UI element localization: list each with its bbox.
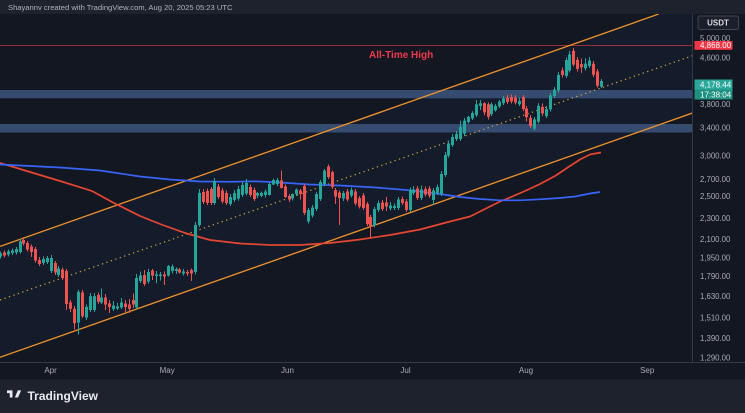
svg-text:1,510.00: 1,510.00 xyxy=(700,314,731,323)
svg-text:1,630.00: 1,630.00 xyxy=(700,292,731,301)
svg-text:2,700.00: 2,700.00 xyxy=(700,175,731,184)
svg-text:1,950.00: 1,950.00 xyxy=(700,254,731,263)
svg-text:All-Time High: All-Time High xyxy=(369,50,433,61)
svg-text:4,600.00: 4,600.00 xyxy=(700,54,731,63)
svg-text:Jun: Jun xyxy=(281,366,294,375)
svg-text:2,300.00: 2,300.00 xyxy=(700,214,731,223)
svg-text:Shayannv created with TradingV: Shayannv created with TradingView.com, A… xyxy=(8,3,233,12)
svg-text:3,400.00: 3,400.00 xyxy=(700,124,731,133)
svg-text:2,100.00: 2,100.00 xyxy=(700,235,731,244)
svg-text:USDT: USDT xyxy=(707,19,729,28)
svg-text:3,000.00: 3,000.00 xyxy=(700,152,731,161)
svg-text:Aug: Aug xyxy=(519,366,533,375)
svg-text:3,800.00: 3,800.00 xyxy=(700,100,731,109)
svg-text:5,000.00: 5,000.00 xyxy=(700,34,731,43)
svg-text:1,790.00: 1,790.00 xyxy=(700,272,731,281)
svg-text:Jul: Jul xyxy=(400,366,410,375)
svg-text:4,178.44: 4,178.44 xyxy=(700,81,732,90)
svg-text:Apr: Apr xyxy=(44,366,57,375)
svg-text:1,390.00: 1,390.00 xyxy=(700,334,731,343)
svg-text:Sep: Sep xyxy=(640,366,655,375)
svg-text:4,868.00: 4,868.00 xyxy=(700,41,732,50)
svg-text:1,290.00: 1,290.00 xyxy=(700,354,731,363)
svg-text:May: May xyxy=(160,366,175,375)
svg-text:2,500.00: 2,500.00 xyxy=(700,192,731,201)
svg-text:TradingView: TradingView xyxy=(28,389,99,403)
svg-text:17:38:04: 17:38:04 xyxy=(700,91,732,100)
